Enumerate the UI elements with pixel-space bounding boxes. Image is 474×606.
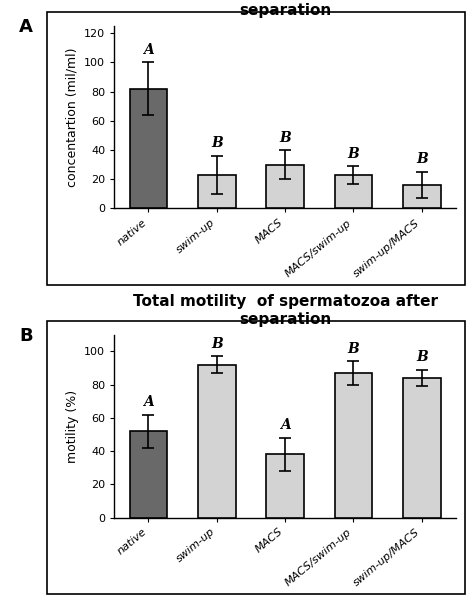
Text: A: A [19,18,33,36]
Text: B: B [211,337,223,351]
Bar [403,185,441,208]
Bar [266,454,304,518]
Bar [266,165,304,208]
Text: B: B [211,136,223,150]
Bar [335,175,372,208]
Bar [335,373,372,518]
Bar [198,365,236,518]
Text: B: B [416,153,428,167]
Text: B: B [19,327,33,345]
Text: A: A [143,395,154,409]
Title: Concentration of spermatozoa after
separation: Concentration of spermatozoa after separ… [131,0,439,18]
Bar [198,175,236,208]
Text: B: B [347,342,359,356]
Y-axis label: motility (%): motility (%) [65,390,79,463]
Text: B: B [347,147,359,161]
Text: A: A [143,43,154,57]
Bar [130,431,167,518]
Text: B: B [416,350,428,364]
Text: A: A [280,418,291,432]
Bar [403,378,441,518]
Bar [130,88,167,208]
Title: Total motility  of spermatozoa after
separation: Total motility of spermatozoa after sepa… [133,295,438,327]
Y-axis label: concentartion (mil/ml): concentartion (mil/ml) [65,47,78,187]
Text: B: B [279,130,291,144]
